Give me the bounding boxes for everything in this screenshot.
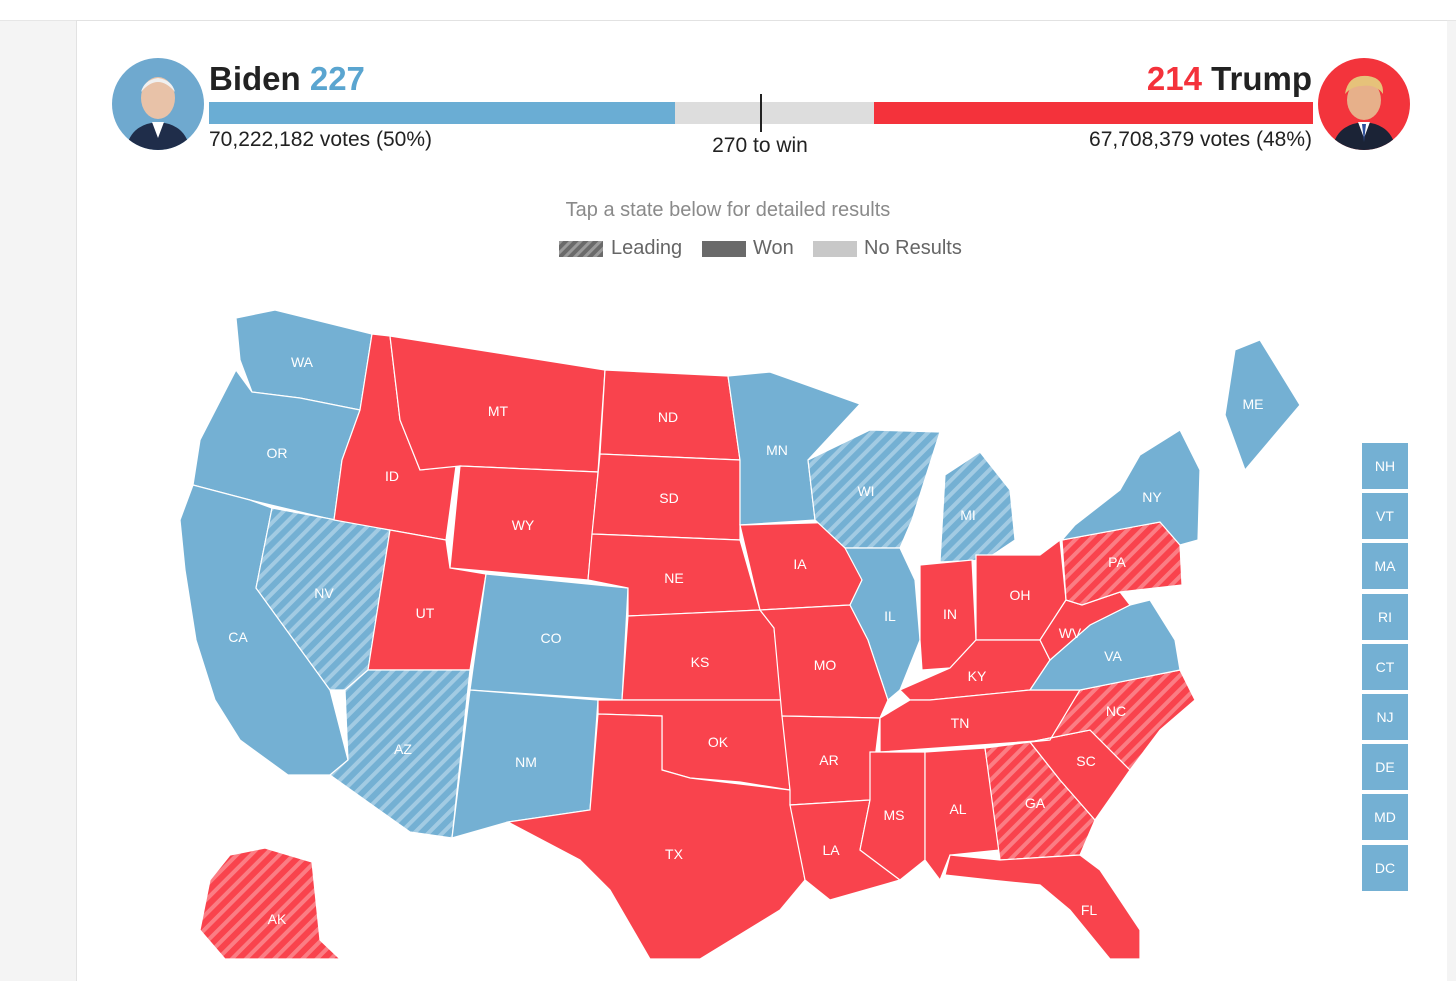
state-label-ny: NY	[1142, 489, 1162, 505]
state-label-mi: MI	[960, 507, 976, 523]
small-state-ct[interactable]: CT	[1362, 643, 1408, 690]
state-label-ar: AR	[819, 752, 838, 768]
state-mi[interactable]	[939, 451, 1016, 563]
state-label-mn: MN	[766, 442, 788, 458]
state-label-nv: NV	[314, 585, 334, 601]
small-state-ma[interactable]: MA	[1362, 543, 1408, 590]
state-label-ak: AK	[268, 911, 287, 927]
state-label-sc: SC	[1076, 753, 1095, 769]
rep-candidate-avatar	[1318, 58, 1410, 150]
state-label-mt: MT	[488, 403, 509, 419]
legend-won-label: Won	[753, 237, 794, 259]
state-label-fl: FL	[1081, 902, 1098, 918]
state-label-ms: MS	[884, 807, 905, 823]
legend-leading: Leading	[559, 237, 699, 261]
state-label-va: VA	[1104, 648, 1122, 664]
state-label-wy: WY	[512, 517, 535, 533]
small-state-md[interactable]: MD	[1362, 794, 1408, 841]
state-fl[interactable]	[944, 854, 1141, 959]
no-results-swatch	[813, 241, 857, 257]
rep-progress-fill	[873, 102, 1313, 124]
state-label-ks: KS	[691, 654, 710, 670]
state-label-ut: UT	[416, 605, 435, 621]
win-threshold-marker	[760, 94, 762, 132]
state-ak[interactable]	[199, 847, 341, 959]
state-az[interactable]	[329, 669, 471, 839]
state-label-az: AZ	[394, 741, 412, 757]
state-label-tn: TN	[951, 715, 970, 731]
small-state-ri[interactable]: RI	[1362, 593, 1408, 640]
dem-electoral-votes: 227	[309, 60, 365, 97]
to-win-label: 270 to win	[712, 134, 808, 157]
state-label-ca: CA	[228, 629, 248, 645]
state-label-sd: SD	[659, 490, 678, 506]
state-label-nm: NM	[515, 754, 537, 770]
dem-name: Biden	[209, 60, 301, 97]
state-label-mo: MO	[814, 657, 837, 673]
rep-candidate: 214 Trump	[1147, 60, 1312, 98]
state-ny[interactable]	[1060, 429, 1201, 546]
hatch-swatch-icon	[559, 241, 603, 257]
state-label-il: IL	[884, 608, 896, 624]
state-label-al: AL	[949, 801, 966, 817]
state-label-ok: OK	[708, 734, 729, 750]
small-state-nj[interactable]: NJ	[1362, 694, 1408, 740]
state-label-oh: OH	[1010, 587, 1031, 603]
state-il[interactable]	[844, 547, 921, 702]
state-label-wi: WI	[857, 483, 874, 499]
dem-progress-fill	[209, 102, 675, 124]
map-hint: Tap a state below for detailed results	[565, 199, 891, 221]
small-state-de[interactable]: DE	[1362, 744, 1408, 791]
state-label-ky: KY	[968, 668, 987, 684]
state-label-in: IN	[943, 606, 957, 622]
state-wi[interactable]	[807, 429, 941, 549]
dem-candidate: Biden 227	[209, 60, 365, 98]
legend-won: Won	[702, 237, 812, 261]
legend-leading-label: Leading	[611, 237, 683, 259]
state-label-nc: NC	[1106, 703, 1126, 719]
rep-electoral-votes: 214	[1146, 60, 1202, 97]
rep-name: Trump	[1211, 60, 1312, 97]
state-label-ga: GA	[1025, 795, 1046, 811]
state-label-la: LA	[822, 842, 840, 858]
state-label-or: OR	[267, 445, 288, 461]
small-state-nh[interactable]: NH	[1362, 443, 1408, 489]
person-icon	[1332, 75, 1396, 150]
small-state-vt[interactable]: VT	[1362, 493, 1408, 540]
state-label-wv: WV	[1059, 625, 1082, 641]
us-election-map: WA OR CA NV ID MT WY UT AZ CO NM ND SD NE KS OK TX MN IA MO…	[179, 309, 1301, 959]
person-icon	[126, 77, 190, 150]
state-label-id: ID	[385, 468, 399, 484]
state-label-nd: ND	[658, 409, 678, 425]
small-state-dc[interactable]: DC	[1362, 844, 1408, 891]
state-tx[interactable]	[506, 713, 806, 959]
state-label-wa: WA	[291, 354, 314, 370]
dem-popular-votes: 70,222,182 votes (50%)	[209, 128, 432, 151]
won-swatch	[702, 241, 746, 257]
state-label-co: CO	[541, 630, 562, 646]
state-me[interactable]	[1224, 339, 1301, 472]
state-label-me: ME	[1243, 396, 1264, 412]
legend-no-results-label: No Results	[864, 237, 962, 259]
state-label-pa: PA	[1108, 554, 1126, 570]
dem-candidate-avatar	[112, 58, 204, 150]
rep-popular-votes: 67,708,379 votes (48%)	[1089, 128, 1312, 151]
legend-no-results: No Results	[813, 237, 983, 261]
state-label-ne: NE	[664, 570, 683, 586]
state-label-tx: TX	[665, 846, 684, 862]
state-label-ia: IA	[793, 556, 807, 572]
